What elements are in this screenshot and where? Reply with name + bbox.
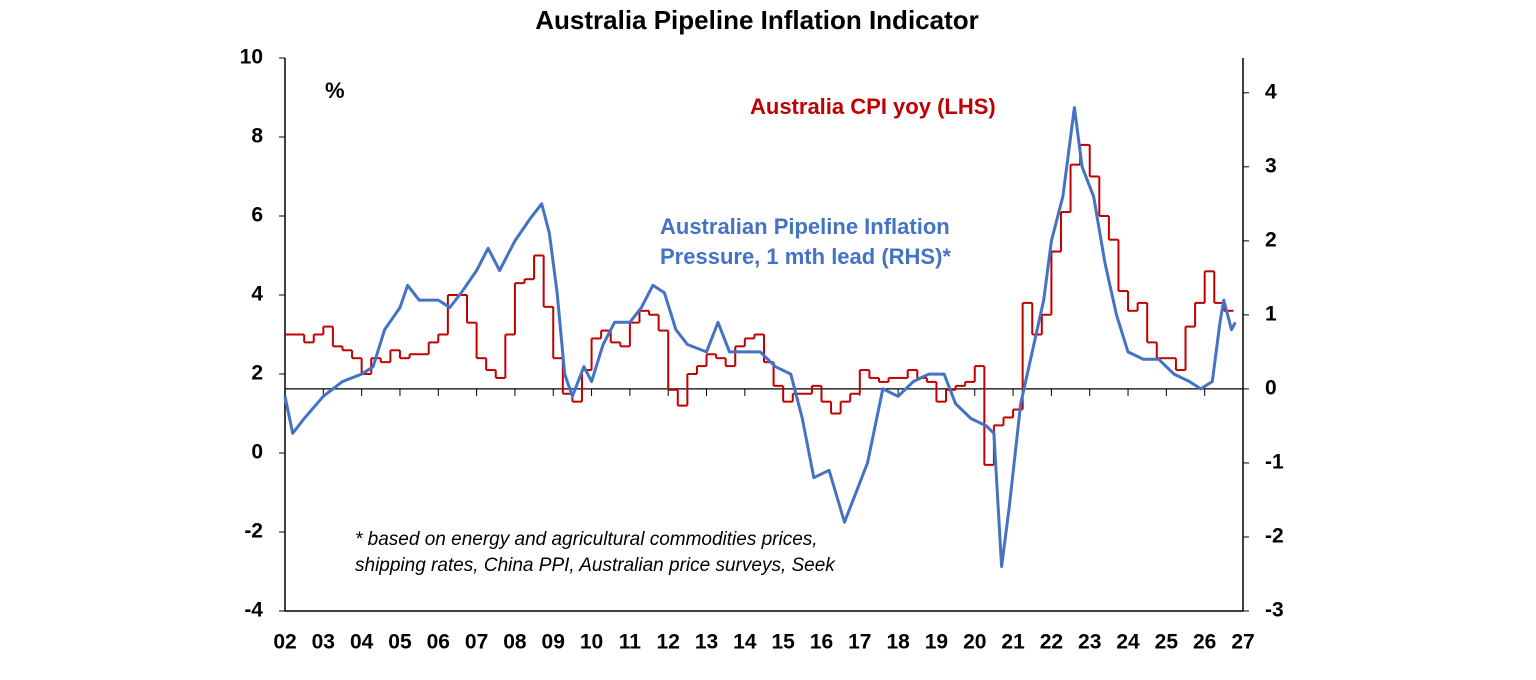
y-tick-label: 0 [251,441,263,464]
x-tick-label: 09 [542,631,565,654]
x-tick-label: 16 [810,631,833,654]
y2-tick-label: 3 [1265,154,1277,177]
y-tick-label: 8 [251,125,263,148]
unit-label: % [325,78,345,103]
x-tick-label: 27 [1231,631,1254,654]
y2-tick-label: -2 [1265,525,1284,548]
y2-tick-label: 1 [1265,302,1277,325]
x-tick-label: 19 [925,631,948,654]
x-tick-label: 07 [465,631,488,654]
series-line [283,106,1237,569]
y-tick-label: 2 [251,362,263,385]
x-tick-label: 22 [1040,631,1063,654]
x-tick-label: 20 [963,631,986,654]
footnote: shipping rates, China PPI, Australian pr… [355,555,836,576]
footnote: * based on energy and agricultural commo… [355,529,818,550]
x-tick-label: 23 [1078,631,1101,654]
series-label: Australian Pipeline Inflation Pressure, … [660,214,951,269]
y2-tick-label: 4 [1265,80,1277,103]
y2-tick-label: 2 [1265,228,1277,251]
x-tick-label: 18 [886,631,910,654]
y-tick-label: -2 [244,520,263,543]
x-tick-label: 02 [273,631,296,654]
series-label: Australia CPI yoy (LHS) [750,94,996,119]
y-tick-label: 4 [251,283,263,306]
chart-title: Australia Pipeline Inflation Indicator [535,5,979,35]
x-tick-label: 15 [771,631,795,654]
x-tick-label: 05 [388,631,412,654]
series-label-box: Australian Pipeline Inflation Pressure, … [660,214,951,269]
x-tick-label: 12 [657,631,680,654]
x-tick-label: 10 [580,631,603,654]
x-tick-label: 14 [733,631,757,654]
x-tick-label: 17 [848,631,871,654]
y-tick-label: -4 [244,599,263,622]
y2-tick-label: 0 [1265,376,1277,399]
x-tick-label: 03 [312,631,335,654]
x-tick-label: 21 [1001,631,1025,654]
x-tick-label: 04 [350,631,374,654]
x-tick-label: 06 [427,631,450,654]
y2-tick-label: -1 [1265,450,1284,473]
x-tick-label: 25 [1155,631,1179,654]
x-tick-label: 11 [619,631,642,654]
x-tick-label: 08 [503,631,527,654]
y2-tick-label: -3 [1265,599,1284,622]
y-tick-label: 10 [240,46,263,69]
x-tick-label: 26 [1193,631,1216,654]
y-tick-label: 6 [251,204,263,227]
x-tick-label: 24 [1116,631,1140,654]
x-tick-label: 13 [695,631,718,654]
